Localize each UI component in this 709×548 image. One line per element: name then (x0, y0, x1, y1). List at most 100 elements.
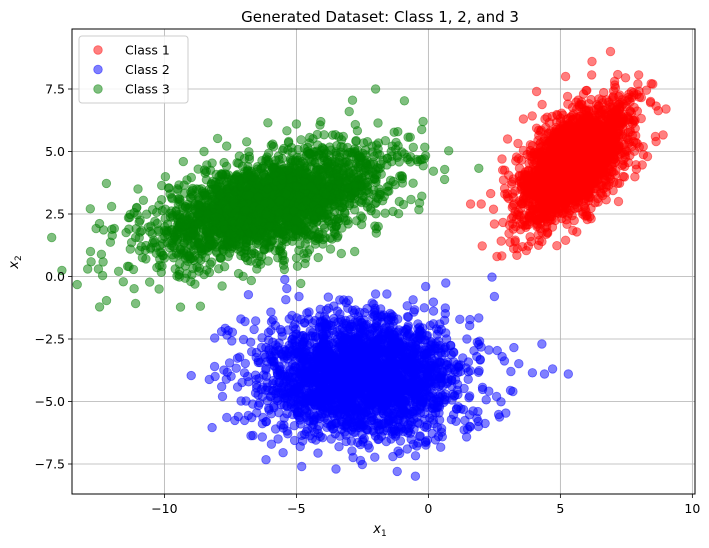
data-point (295, 441, 305, 452)
data-point (461, 432, 472, 442)
data-point (436, 324, 447, 335)
data-point (518, 199, 528, 209)
data-point (370, 452, 380, 462)
data-point (224, 358, 235, 368)
data-point (527, 111, 537, 121)
data-point (261, 455, 271, 465)
data-point (568, 179, 578, 190)
data-point (290, 337, 300, 347)
data-point (564, 202, 574, 213)
data-point (506, 213, 517, 224)
data-point (593, 197, 603, 207)
data-point (620, 73, 631, 83)
data-point (531, 86, 542, 97)
data-point (462, 424, 473, 434)
data-point (476, 199, 486, 209)
data-point (421, 360, 431, 371)
data-point (613, 69, 623, 80)
data-point (599, 87, 609, 98)
data-point (382, 289, 392, 299)
data-point (297, 368, 307, 379)
data-point (614, 99, 624, 109)
data-point (393, 415, 403, 425)
data-point (661, 104, 671, 114)
data-point (509, 342, 519, 353)
data-point (552, 196, 563, 206)
data-point (651, 101, 661, 111)
data-point (571, 125, 581, 136)
data-point (625, 150, 635, 161)
data-point (552, 240, 562, 251)
data-point (249, 324, 259, 335)
data-point (474, 366, 484, 376)
data-point (617, 119, 628, 129)
data-point (410, 451, 421, 461)
data-point (277, 331, 287, 341)
data-point (648, 79, 658, 89)
data-point (492, 251, 502, 262)
data-point (239, 368, 250, 378)
series-class-1 (465, 46, 671, 262)
data-point (422, 435, 433, 446)
data-point (618, 171, 628, 182)
data-point (186, 370, 196, 381)
data-point (386, 434, 396, 444)
data-point (475, 354, 485, 365)
data-point (440, 303, 451, 313)
data-point (595, 168, 605, 179)
data-point (574, 100, 584, 110)
data-point (358, 437, 368, 447)
data-point (484, 345, 494, 355)
data-point (257, 333, 267, 343)
data-point (642, 151, 653, 162)
data-point (481, 395, 491, 405)
data-point (561, 123, 571, 134)
data-point (243, 290, 254, 300)
data-point (474, 313, 484, 323)
data-point (563, 99, 573, 109)
data-point (514, 359, 524, 369)
data-point (658, 130, 668, 140)
data-point (603, 114, 614, 125)
data-point (289, 421, 300, 431)
data-point (428, 306, 439, 316)
data-point (634, 92, 645, 102)
data-point (526, 236, 537, 247)
data-point (248, 430, 258, 441)
data-point (608, 185, 618, 196)
data-point (557, 146, 568, 156)
data-point (222, 330, 232, 340)
data-point (587, 56, 597, 67)
data-point (323, 292, 334, 302)
data-point (610, 170, 621, 180)
data-point (591, 184, 602, 194)
data-point (544, 117, 555, 128)
data-point (288, 322, 299, 332)
data-point (334, 442, 344, 452)
data-point (630, 172, 640, 182)
data-point (323, 303, 334, 313)
data-point (588, 117, 598, 128)
data-point (518, 114, 529, 124)
data-point (581, 151, 592, 162)
data-point (506, 366, 516, 377)
data-point (460, 415, 470, 426)
data-point (561, 215, 572, 225)
data-point (566, 112, 576, 123)
data-point (578, 166, 589, 176)
data-point (537, 236, 547, 247)
data-point (634, 70, 644, 80)
data-point (500, 189, 510, 199)
data-point (333, 317, 343, 328)
chart-title: Generated Dataset: Class 1, 2, and 3 (241, 8, 519, 26)
data-point (605, 46, 616, 57)
data-point (588, 106, 599, 116)
data-point (309, 409, 319, 420)
data-point (474, 336, 485, 346)
data-point (207, 422, 217, 433)
data-point (462, 334, 472, 344)
data-point (247, 399, 258, 409)
data-point (512, 250, 522, 261)
data-point (498, 165, 508, 175)
